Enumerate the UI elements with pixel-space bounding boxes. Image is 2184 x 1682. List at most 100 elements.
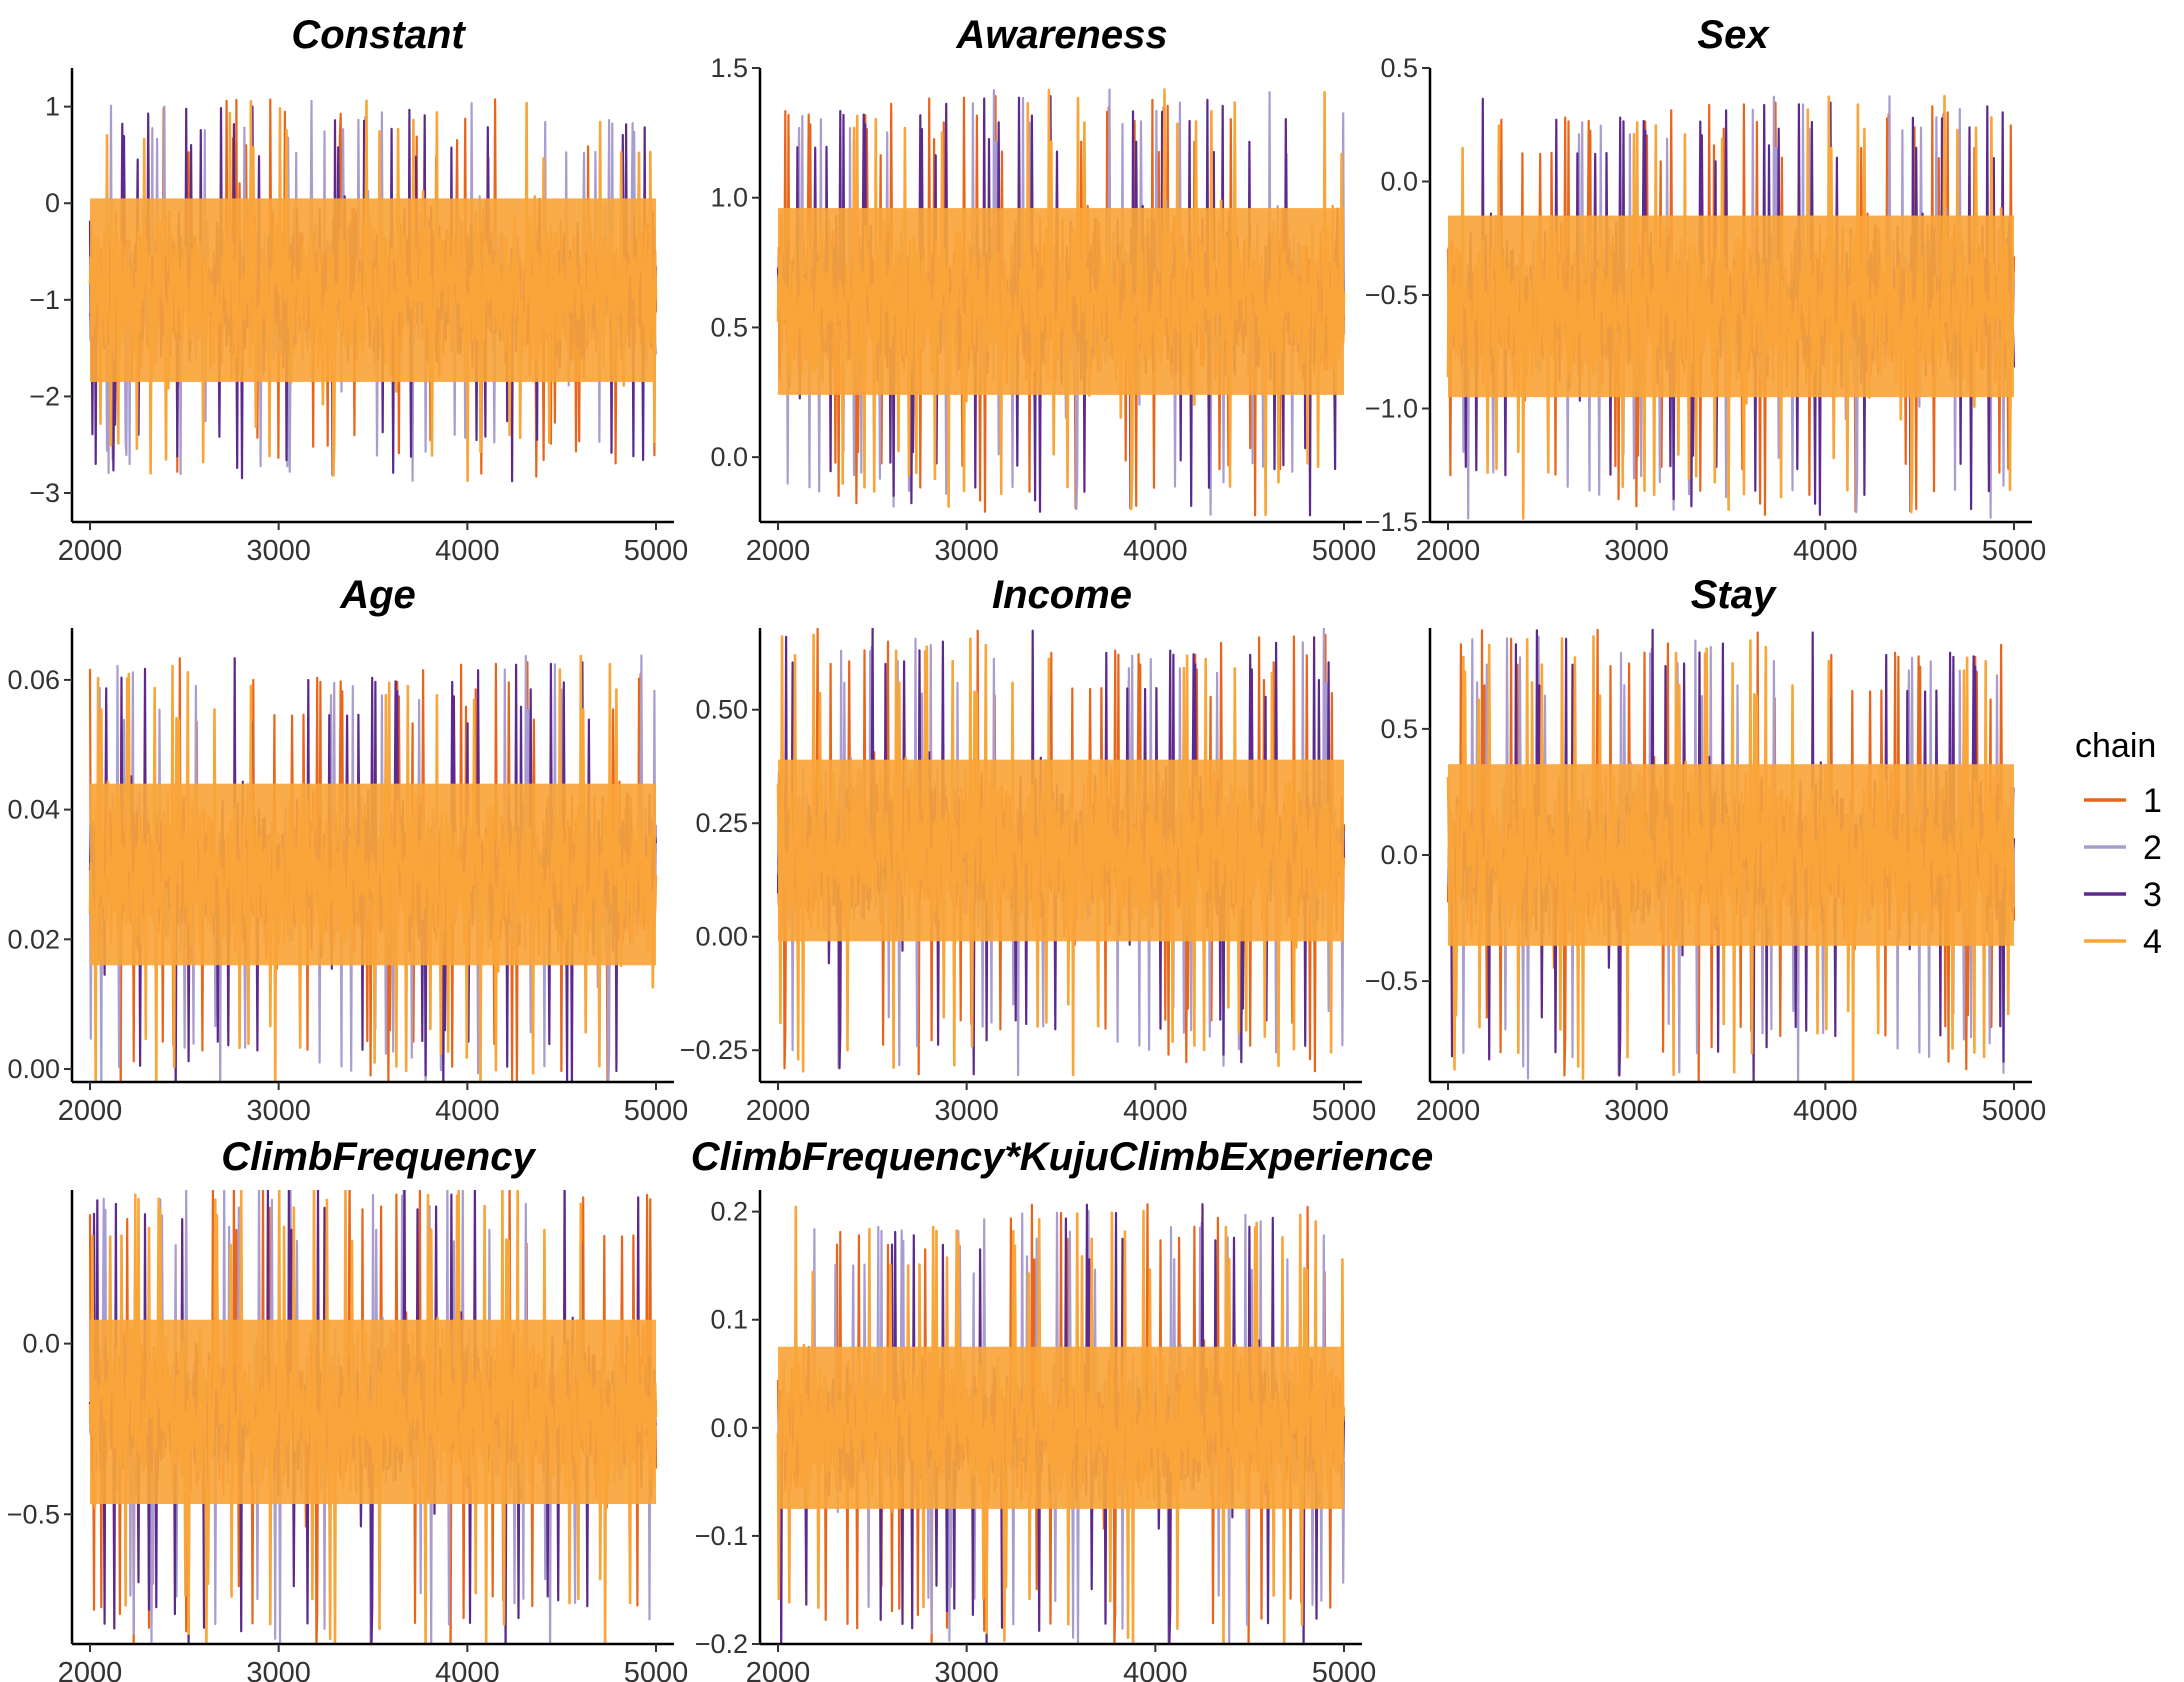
x-tick-label: 3000 [934, 1095, 999, 1127]
x-tick-label: 2000 [1416, 535, 1481, 567]
panel-age: Age 0.06 0.04 0.02 0.00 2000 3000 4000 5000 [7, 573, 688, 1127]
x-tick-label: 4000 [1793, 535, 1858, 567]
legend-title: chain [2075, 727, 2156, 765]
legend-label-chain-2: 2 [2143, 829, 2162, 867]
panel-awareness: Awareness 1.5 1.0 0.5 0.0 2000 3000 4000 5000 [710, 13, 1376, 567]
y-tick-label: 0.2 [710, 1197, 748, 1227]
panel-title: Sex [1697, 13, 1770, 57]
legend-label-chain-4: 4 [2143, 923, 2162, 961]
x-tick-label: 5000 [624, 1095, 689, 1127]
x-tick-label: 2000 [746, 1095, 811, 1127]
y-tick-label: 0.0 [1380, 167, 1418, 197]
y-tick-label: 0.0 [710, 442, 748, 472]
panel-constant: Constant 1 0 −1 −2 −3 2000 3000 4000 5000 [29, 13, 688, 567]
panel-title: Constant [291, 13, 466, 57]
y-tick-label: 0.04 [7, 795, 60, 825]
x-tick-label: 3000 [246, 1657, 311, 1682]
y-tick-label: −0.2 [695, 1629, 748, 1659]
y-tick-label: 1 [45, 92, 60, 122]
x-tick-label: 4000 [1123, 1095, 1188, 1127]
y-tick-label: −2 [29, 381, 60, 411]
y-tick-label: −0.1 [695, 1521, 748, 1551]
trace-core-band [90, 198, 656, 382]
y-tick-label: 1.5 [710, 53, 748, 83]
y-tick-label: 0.02 [7, 924, 60, 954]
y-tick-label: 0.50 [695, 695, 748, 725]
x-tick-label: 2000 [58, 1657, 123, 1682]
x-tick-label: 2000 [58, 535, 123, 567]
x-tick-label: 5000 [1312, 1657, 1377, 1682]
y-tick-label: 0.1 [710, 1305, 748, 1335]
x-tick-label: 3000 [246, 1095, 311, 1127]
y-tick-label: −3 [29, 478, 60, 508]
x-tick-label: 4000 [435, 535, 500, 567]
y-tick-label: 0.0 [710, 1413, 748, 1443]
x-tick-label: 3000 [934, 535, 999, 567]
panel-climbfrequency: ClimbFrequency 0.0 −0.5 2000 3000 4000 5000 [7, 1135, 689, 1682]
y-tick-label: 1.0 [710, 183, 748, 213]
legend-label-chain-1: 1 [2143, 782, 2162, 820]
panel-title: Stay [1691, 573, 1777, 617]
x-tick-label: 4000 [435, 1657, 500, 1682]
x-tick-label: 4000 [435, 1095, 500, 1127]
trace-core-band [778, 759, 1344, 942]
traces [88, 1190, 658, 1644]
panel-stay: Stay 0.5 0.0 −0.5 2000 3000 4000 5000 [1365, 573, 2047, 1127]
x-tick-label: 4000 [1123, 535, 1188, 567]
x-tick-label: 2000 [58, 1095, 123, 1127]
y-tick-label: 0.5 [1380, 714, 1418, 744]
x-tick-label: 3000 [934, 1657, 999, 1682]
x-tick-label: 4000 [1123, 1657, 1188, 1682]
y-tick-label: 0.25 [695, 808, 748, 838]
y-tick-label: −1.5 [1365, 507, 1418, 537]
x-tick-label: 5000 [1312, 1095, 1377, 1127]
y-tick-label: −0.5 [7, 1499, 60, 1529]
y-tick-label: 0.00 [695, 922, 748, 952]
x-tick-label: 2000 [746, 535, 811, 567]
panel-income: Income 0.50 0.25 0.00 −0.25 2000 3000 4000 5000 [680, 573, 1377, 1127]
traces [776, 1203, 1346, 1644]
trace-core-band [1448, 215, 2014, 398]
traces [88, 654, 658, 1082]
panel-title: ClimbFrequency*KujuClimbExperience [691, 1135, 1433, 1179]
x-tick-label: 5000 [624, 1657, 689, 1682]
trace-core-band [778, 1346, 1344, 1509]
trace-core-band [1448, 764, 2014, 946]
y-tick-label: 0 [45, 188, 60, 218]
x-tick-label: 5000 [1982, 535, 2047, 567]
panel-title: Awareness [955, 13, 1167, 57]
traces [776, 628, 1346, 1077]
x-tick-label: 2000 [1416, 1095, 1481, 1127]
y-tick-label: 0.5 [1380, 53, 1418, 83]
y-tick-label: −0.5 [1365, 280, 1418, 310]
legend-label-chain-3: 3 [2143, 876, 2162, 914]
traces [776, 88, 1346, 517]
x-tick-label: 3000 [1604, 535, 1669, 567]
y-tick-label: −1.0 [1365, 394, 1418, 424]
x-tick-label: 5000 [1312, 535, 1377, 567]
y-tick-label: −0.25 [680, 1035, 748, 1065]
x-tick-label: 5000 [624, 535, 689, 567]
x-tick-label: 3000 [1604, 1095, 1669, 1127]
x-tick-label: 5000 [1982, 1095, 2047, 1127]
traces [1446, 628, 2016, 1082]
y-tick-label: 0.00 [7, 1054, 60, 1084]
y-tick-label: 0.5 [710, 312, 748, 342]
y-tick-label: −0.5 [1365, 966, 1418, 996]
y-tick-label: −1 [29, 285, 60, 315]
trace-core-band [90, 783, 656, 966]
traces [1446, 94, 2016, 520]
legend: chain 1 2 3 4 [2075, 727, 2162, 961]
trace-core-band [778, 208, 1344, 395]
y-tick-label: 0.06 [7, 665, 60, 695]
y-tick-label: 0.0 [22, 1329, 60, 1359]
x-tick-label: 4000 [1793, 1095, 1858, 1127]
x-tick-label: 2000 [746, 1657, 811, 1682]
traces [88, 98, 658, 483]
panel-title: ClimbFrequency [221, 1135, 536, 1179]
panel-climbfrequency-kujuclimbexperience: ClimbFrequency*KujuClimbExperience 0.2 0.1… [691, 1135, 1433, 1682]
panel-title: Income [992, 573, 1132, 617]
trace-core-band [90, 1319, 656, 1505]
